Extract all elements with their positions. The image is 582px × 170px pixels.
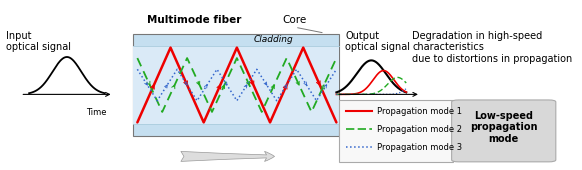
Text: Propagation mode 2: Propagation mode 2 <box>377 125 462 134</box>
Text: Low-speed
propagation
mode: Low-speed propagation mode <box>470 111 537 144</box>
Bar <box>133 34 339 136</box>
Text: Output
optical signal: Output optical signal <box>345 31 410 52</box>
Bar <box>339 100 453 162</box>
Text: Degradation in high-speed
characteristics
due to distortions in propagation: Degradation in high-speed characteristic… <box>412 31 572 64</box>
Text: Time: Time <box>86 108 107 117</box>
Polygon shape <box>453 144 459 153</box>
Text: Propagation mode 3: Propagation mode 3 <box>377 143 462 151</box>
Text: Cladding: Cladding <box>253 36 293 44</box>
Text: Propagation mode 1: Propagation mode 1 <box>377 107 462 116</box>
Text: Core: Core <box>283 15 307 26</box>
Bar <box>133 46 339 124</box>
Text: Input
optical signal: Input optical signal <box>6 31 71 52</box>
Text: Time: Time <box>390 108 411 117</box>
Text: Multimode fiber: Multimode fiber <box>147 15 242 26</box>
FancyBboxPatch shape <box>452 100 556 162</box>
